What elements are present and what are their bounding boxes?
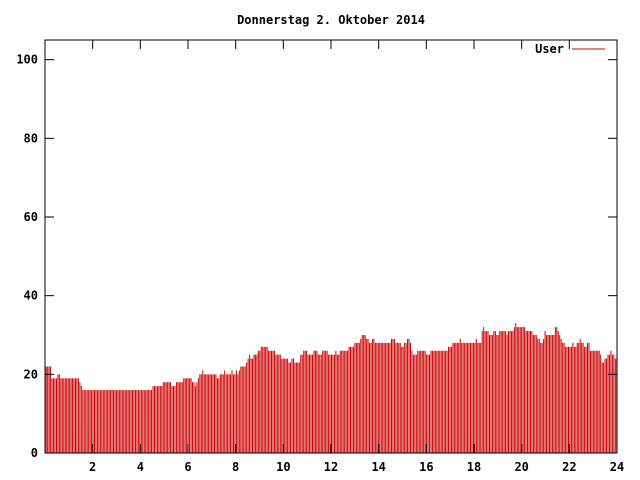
x-tick-label: 24	[610, 460, 624, 474]
x-tick-label: 22	[562, 460, 576, 474]
x-tick-label: 6	[184, 460, 191, 474]
chart-title: Donnerstag 2. Oktober 2014	[237, 13, 425, 27]
x-tick-label: 2	[89, 460, 96, 474]
legend-label: User	[535, 42, 564, 56]
y-tick-label: 60	[24, 210, 38, 224]
y-tick-label: 40	[24, 289, 38, 303]
y-tick-label: 20	[24, 367, 38, 381]
x-tick-label: 10	[276, 460, 290, 474]
x-tick-label: 4	[137, 460, 144, 474]
legend: User	[535, 42, 605, 56]
y-tick-label: 100	[16, 53, 38, 67]
y-tick-label: 0	[31, 446, 38, 460]
x-tick-label: 14	[371, 460, 385, 474]
x-tick-label: 8	[232, 460, 239, 474]
x-tick-label: 16	[419, 460, 433, 474]
x-tick-label: 20	[514, 460, 528, 474]
y-tick-label: 80	[24, 131, 38, 145]
x-tick-label: 18	[467, 460, 481, 474]
bar-series	[45, 323, 618, 453]
x-tick-label: 12	[324, 460, 338, 474]
